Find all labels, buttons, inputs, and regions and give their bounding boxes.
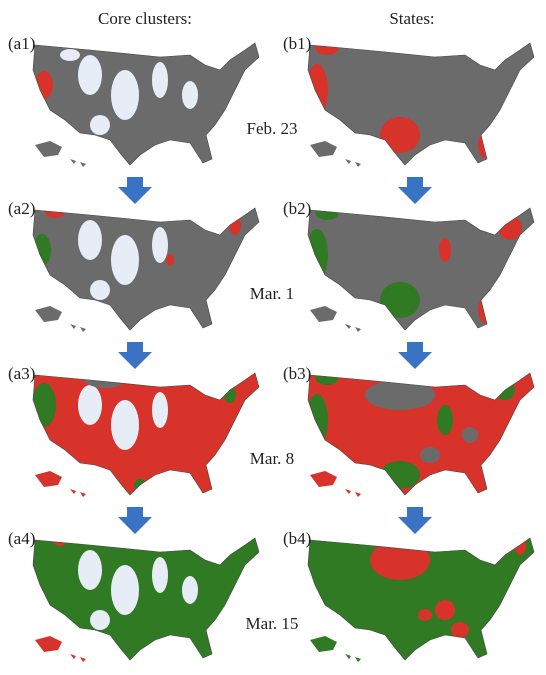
map-region [174, 307, 186, 317]
map-region [380, 117, 420, 153]
map-region [462, 427, 478, 443]
map-region [420, 447, 440, 463]
hawaii [345, 159, 361, 167]
map-region [111, 70, 139, 120]
column-header: States: [389, 9, 434, 28]
date-label: Mar. 15 [246, 614, 299, 633]
alaska [310, 306, 337, 322]
map-region [229, 215, 241, 235]
map-region [60, 49, 80, 61]
panel-label: (a4) [8, 529, 35, 548]
hawaii [345, 654, 361, 662]
map-region [435, 600, 455, 620]
map-region [418, 609, 432, 621]
panel-label: (b1) [283, 34, 311, 53]
arrow [398, 177, 432, 204]
us-map [307, 372, 535, 497]
date-label: Mar. 8 [250, 449, 294, 468]
arrow [118, 177, 152, 204]
map-region [152, 62, 168, 98]
map-region [166, 254, 174, 266]
date-label: Feb. 23 [247, 119, 298, 138]
map-region [370, 540, 430, 580]
alaska [310, 636, 337, 652]
map-region [111, 400, 139, 450]
map-region [78, 385, 102, 425]
map-region [33, 383, 56, 427]
alaska [35, 141, 62, 157]
map-region [90, 610, 110, 630]
map-outline [308, 43, 534, 165]
map-outline [33, 208, 259, 330]
map-region [90, 280, 110, 300]
arrow [398, 342, 432, 369]
map-region [111, 235, 139, 285]
map-outline [33, 373, 259, 495]
hawaii [345, 324, 361, 332]
map-region [315, 373, 339, 385]
map-region [308, 229, 328, 281]
alaska [35, 471, 62, 487]
hawaii [345, 489, 361, 497]
date-label: Mar. 1 [250, 284, 294, 303]
map-regions [308, 373, 515, 489]
panel-label: (b4) [283, 529, 311, 548]
hawaii [70, 324, 86, 332]
us-map [32, 537, 260, 662]
map-region [111, 565, 139, 615]
us-map [32, 207, 260, 332]
hawaii [70, 489, 86, 497]
map-region [380, 282, 420, 318]
hawaii [70, 159, 86, 167]
map-region [478, 132, 492, 158]
map-region [152, 392, 168, 428]
map-region [308, 394, 328, 446]
us-map [307, 537, 535, 662]
map-region [182, 576, 198, 604]
arrow [398, 507, 432, 534]
map-region [152, 557, 168, 593]
us-map [32, 372, 260, 497]
map-outline [33, 538, 259, 660]
hawaii [70, 654, 86, 662]
map-region [90, 115, 110, 135]
map-region [78, 220, 102, 260]
map-region [365, 380, 435, 410]
map-region [380, 461, 420, 489]
panel-label: (a1) [8, 34, 35, 53]
map-region [33, 234, 51, 266]
column-header: Core clusters: [98, 9, 192, 28]
us-map [307, 42, 535, 167]
alaska [35, 306, 62, 322]
map-region [78, 55, 102, 95]
panel-label: (a3) [8, 364, 35, 383]
map-outline [33, 43, 259, 165]
map-region [182, 81, 198, 109]
arrow [118, 507, 152, 534]
map-region [315, 208, 339, 220]
map-region [451, 622, 469, 638]
map-outline [308, 208, 534, 330]
panel-label: (a2) [8, 199, 35, 218]
map-region [478, 297, 492, 323]
map-region [439, 238, 451, 262]
us-map [32, 42, 260, 167]
map-region [437, 405, 453, 435]
alaska [310, 141, 337, 157]
alaska [310, 471, 337, 487]
map-regions [54, 538, 198, 630]
alaska [35, 636, 62, 652]
map-region [224, 387, 236, 403]
map-region [308, 64, 328, 116]
panel-label: (b3) [283, 364, 311, 383]
map-region [152, 227, 168, 263]
panel-label: (b2) [283, 199, 311, 218]
us-map [307, 207, 535, 332]
map-region [315, 43, 339, 55]
map-region [78, 550, 102, 590]
arrow [118, 342, 152, 369]
map-region [35, 71, 53, 99]
